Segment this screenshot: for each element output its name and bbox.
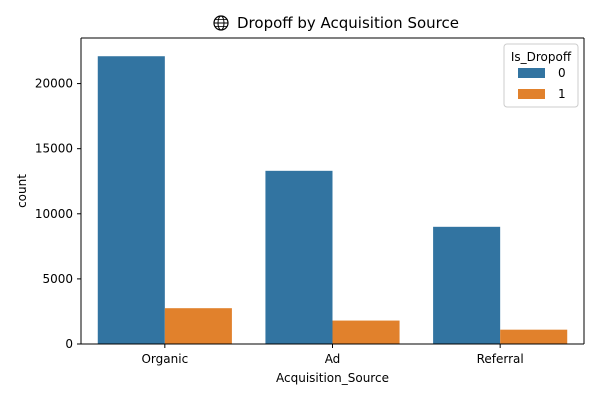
legend-label-0: 0 (558, 66, 566, 80)
bar-ad-series-0 (265, 170, 333, 344)
x-tick-label: Ad (325, 352, 341, 366)
y-tick-label: 5000 (42, 272, 73, 286)
legend-swatch-1 (518, 89, 545, 99)
y-tick-label: 20000 (35, 77, 73, 91)
chart-title: Dropoff by Acquisition Source (237, 14, 459, 32)
x-tick-label: Organic (141, 352, 188, 366)
bar-ad-series-1 (332, 320, 400, 344)
bars (97, 56, 568, 344)
bar-referral-series-0 (433, 226, 501, 344)
y-tick-label: 15000 (35, 142, 73, 156)
bar-referral-series-1 (500, 329, 568, 344)
legend-label-1: 1 (558, 87, 566, 101)
y-tick-label: 0 (65, 337, 73, 351)
y-axis-title: count (15, 174, 29, 208)
chart-title-group: Dropoff by Acquisition Source (213, 14, 459, 32)
bar-organic-series-0 (97, 56, 165, 344)
legend-title: Is_Dropoff (511, 50, 572, 64)
y-tick-label: 10000 (35, 207, 73, 221)
legend-swatch-0 (518, 68, 545, 78)
bar-organic-series-1 (164, 308, 232, 344)
legend: Is_Dropoff 0 1 (503, 43, 579, 108)
globe-icon (213, 15, 229, 31)
y-ticks: 0 5000 10000 15000 20000 (35, 77, 81, 351)
x-tick-label: Referral (477, 352, 524, 366)
x-axis-title: Acquisition_Source (276, 371, 389, 385)
x-ticks: Organic Ad Referral (141, 344, 524, 366)
